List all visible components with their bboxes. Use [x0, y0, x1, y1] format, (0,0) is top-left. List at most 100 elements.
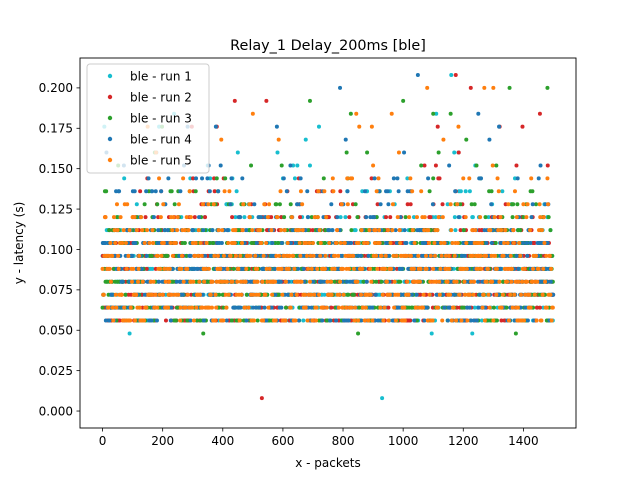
data-point: [202, 279, 207, 284]
data-point: [159, 189, 164, 194]
data-point: [447, 163, 452, 168]
data-point: [264, 241, 269, 245]
data-point: [456, 215, 461, 220]
data-point: [467, 176, 472, 181]
data-point: [178, 305, 183, 310]
data-point: [402, 318, 407, 323]
data-point: [536, 176, 541, 181]
data-point: [537, 202, 542, 207]
data-point: [505, 279, 510, 284]
data-point: [179, 253, 184, 258]
data-point: [369, 279, 374, 284]
data-point: [398, 241, 403, 245]
data-point: [128, 305, 133, 310]
data-point: [365, 150, 370, 155]
data-point: [501, 253, 506, 258]
data-point: [448, 202, 453, 207]
data-point: [411, 215, 416, 220]
data-point: [402, 150, 407, 155]
data-point: [359, 228, 364, 233]
data-point: [199, 253, 204, 258]
data-point: [520, 279, 525, 284]
data-point: [180, 292, 185, 297]
data-point: [304, 253, 309, 258]
data-point: [530, 189, 535, 194]
data-point: [517, 241, 522, 245]
legend-marker: [107, 94, 113, 100]
data-point: [106, 305, 111, 310]
data-point: [233, 215, 238, 220]
data-point: [148, 279, 153, 284]
legend-label: ble - run 2: [130, 90, 192, 104]
data-point: [528, 241, 533, 245]
data-point: [244, 318, 249, 323]
data-point: [260, 279, 265, 284]
data-point: [359, 292, 364, 297]
outlier-point: [491, 85, 496, 90]
data-point: [110, 253, 115, 258]
data-point: [143, 215, 148, 220]
data-point: [391, 176, 396, 181]
data-point: [468, 318, 473, 323]
data-point: [387, 253, 392, 258]
data-point: [490, 163, 495, 168]
data-point: [286, 266, 291, 271]
data-point: [506, 202, 511, 207]
data-point: [197, 215, 202, 220]
data-point: [309, 292, 314, 297]
data-point: [280, 241, 285, 245]
data-point: [487, 137, 492, 142]
data-point: [332, 279, 337, 284]
data-point: [436, 150, 441, 155]
data-point: [277, 202, 282, 207]
data-point: [410, 228, 415, 233]
data-point: [423, 241, 428, 245]
data-point: [170, 228, 175, 233]
data-point: [469, 202, 474, 207]
data-point: [134, 292, 139, 297]
data-point: [338, 241, 343, 245]
data-point: [297, 241, 302, 245]
data-point: [491, 305, 496, 310]
data-point: [188, 215, 193, 220]
data-point: [108, 241, 113, 245]
data-point: [344, 150, 349, 155]
data-point: [221, 305, 226, 310]
data-point: [309, 215, 314, 220]
data-point: [203, 266, 208, 271]
data-point: [379, 253, 384, 258]
data-point: [480, 305, 485, 310]
data-point: [522, 266, 527, 271]
data-point: [510, 305, 515, 310]
data-point: [489, 202, 494, 207]
data-point: [185, 292, 190, 297]
data-point: [504, 266, 509, 271]
data-point: [343, 253, 348, 258]
data-point: [456, 124, 461, 129]
data-point: [103, 318, 108, 323]
y-tick-label: 0.075: [39, 283, 73, 297]
outlier-point: [429, 331, 434, 336]
data-point: [353, 202, 358, 207]
data-point: [373, 292, 378, 297]
data-point: [251, 292, 256, 297]
data-point: [264, 318, 269, 323]
data-point: [534, 253, 539, 258]
data-point: [452, 150, 457, 155]
data-point: [144, 305, 149, 310]
data-point: [437, 176, 442, 181]
data-point: [282, 228, 287, 233]
data-point: [396, 189, 401, 194]
data-point: [500, 279, 505, 284]
data-point: [498, 266, 503, 271]
data-point: [481, 292, 486, 297]
data-point: [192, 215, 197, 220]
data-point: [114, 215, 119, 220]
data-point: [499, 228, 504, 233]
data-point: [214, 176, 219, 181]
data-point: [237, 215, 242, 220]
data-point: [298, 253, 303, 258]
data-point: [240, 228, 245, 233]
data-point: [292, 266, 297, 271]
data-point: [275, 215, 280, 220]
